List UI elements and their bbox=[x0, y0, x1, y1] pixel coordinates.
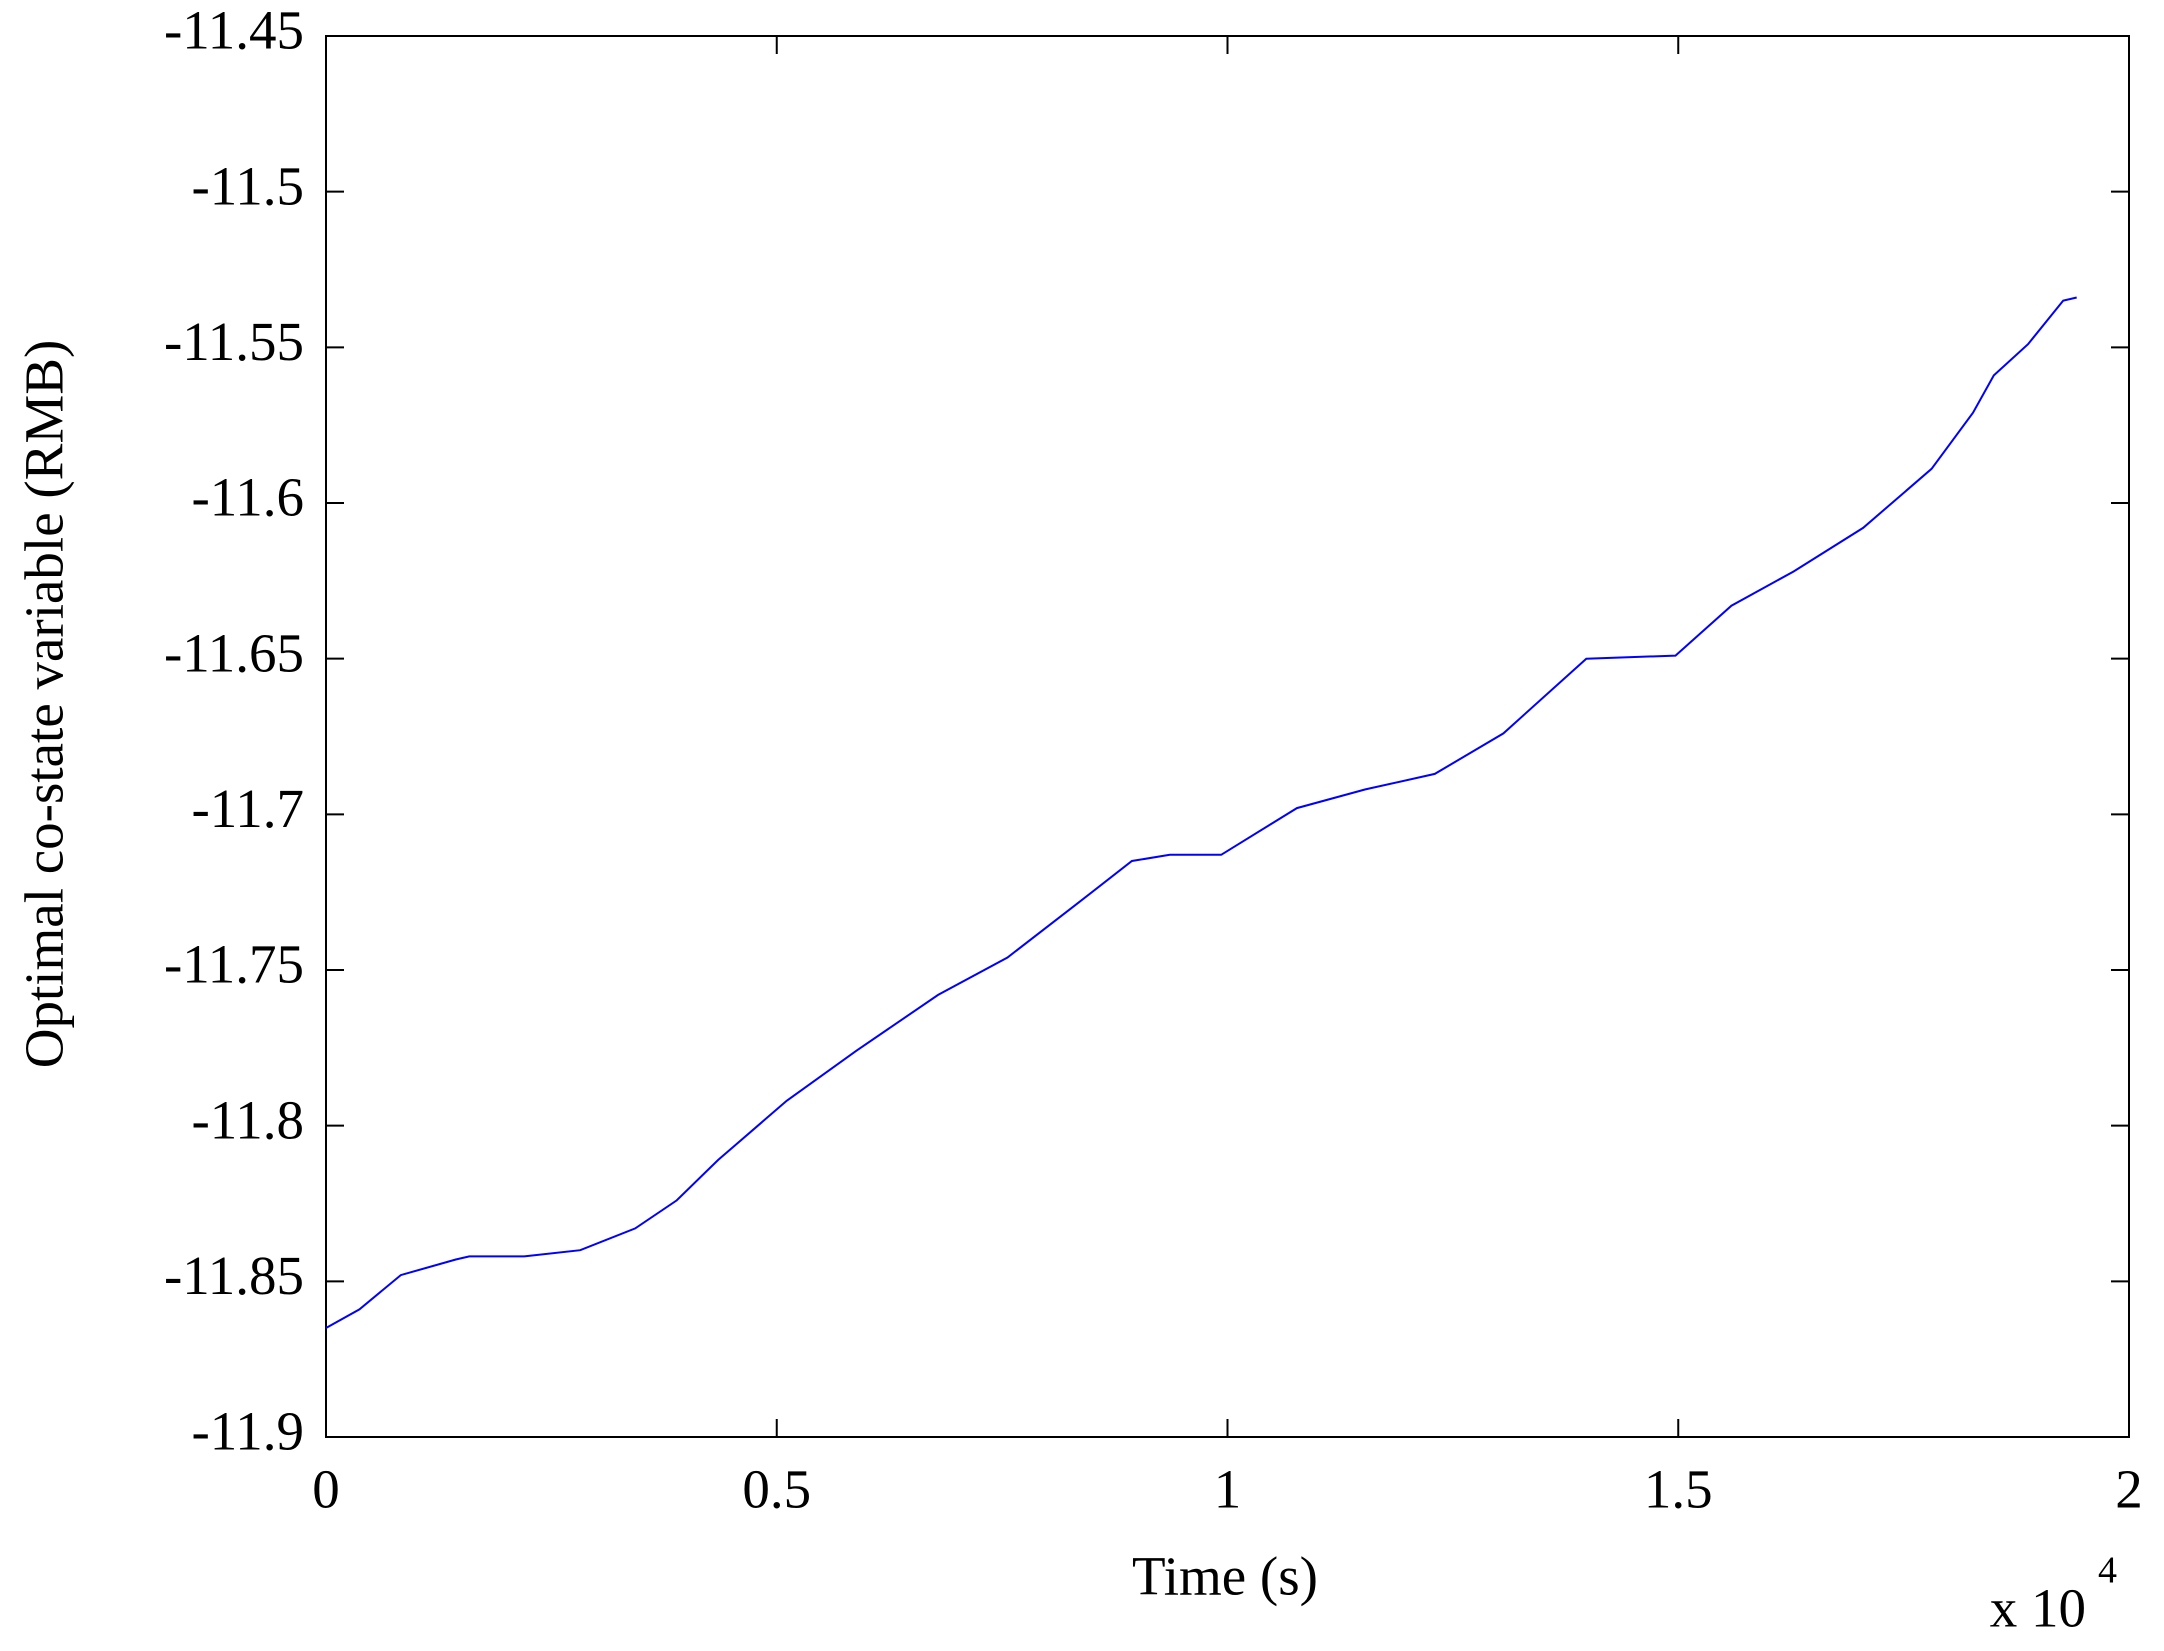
x-tick-label: 1 bbox=[1214, 1459, 1242, 1520]
x-axis-label: Time (s) bbox=[1132, 1546, 1318, 1607]
y-tick-label: -11.7 bbox=[191, 778, 304, 839]
y-axis-label: Optimal co-state variable (RMB) bbox=[14, 340, 75, 1069]
y-tick-label: -11.6 bbox=[191, 467, 304, 528]
x-tick-label: 0.5 bbox=[742, 1459, 811, 1520]
y-tick-label: -11.5 bbox=[191, 155, 304, 216]
y-tick-label: -11.8 bbox=[191, 1089, 304, 1150]
y-tick-label: -11.55 bbox=[164, 311, 304, 372]
y-tick-label: -11.85 bbox=[164, 1245, 304, 1306]
x-tick-label: 0 bbox=[312, 1459, 340, 1520]
x-multiplier: x 10 bbox=[1990, 1578, 2086, 1639]
x-tick-label: 2 bbox=[2115, 1459, 2143, 1520]
y-tick-label: -11.65 bbox=[164, 622, 304, 683]
y-tick-label: -11.45 bbox=[164, 0, 304, 61]
y-tick-label: -11.75 bbox=[164, 934, 304, 995]
x-tick-label: 1.5 bbox=[1644, 1459, 1713, 1520]
x-multiplier-exponent: 4 bbox=[2098, 1550, 2117, 1592]
y-tick-label: -11.9 bbox=[191, 1401, 304, 1462]
plot-frame bbox=[325, 35, 2130, 1438]
data-line bbox=[325, 296, 2077, 1329]
